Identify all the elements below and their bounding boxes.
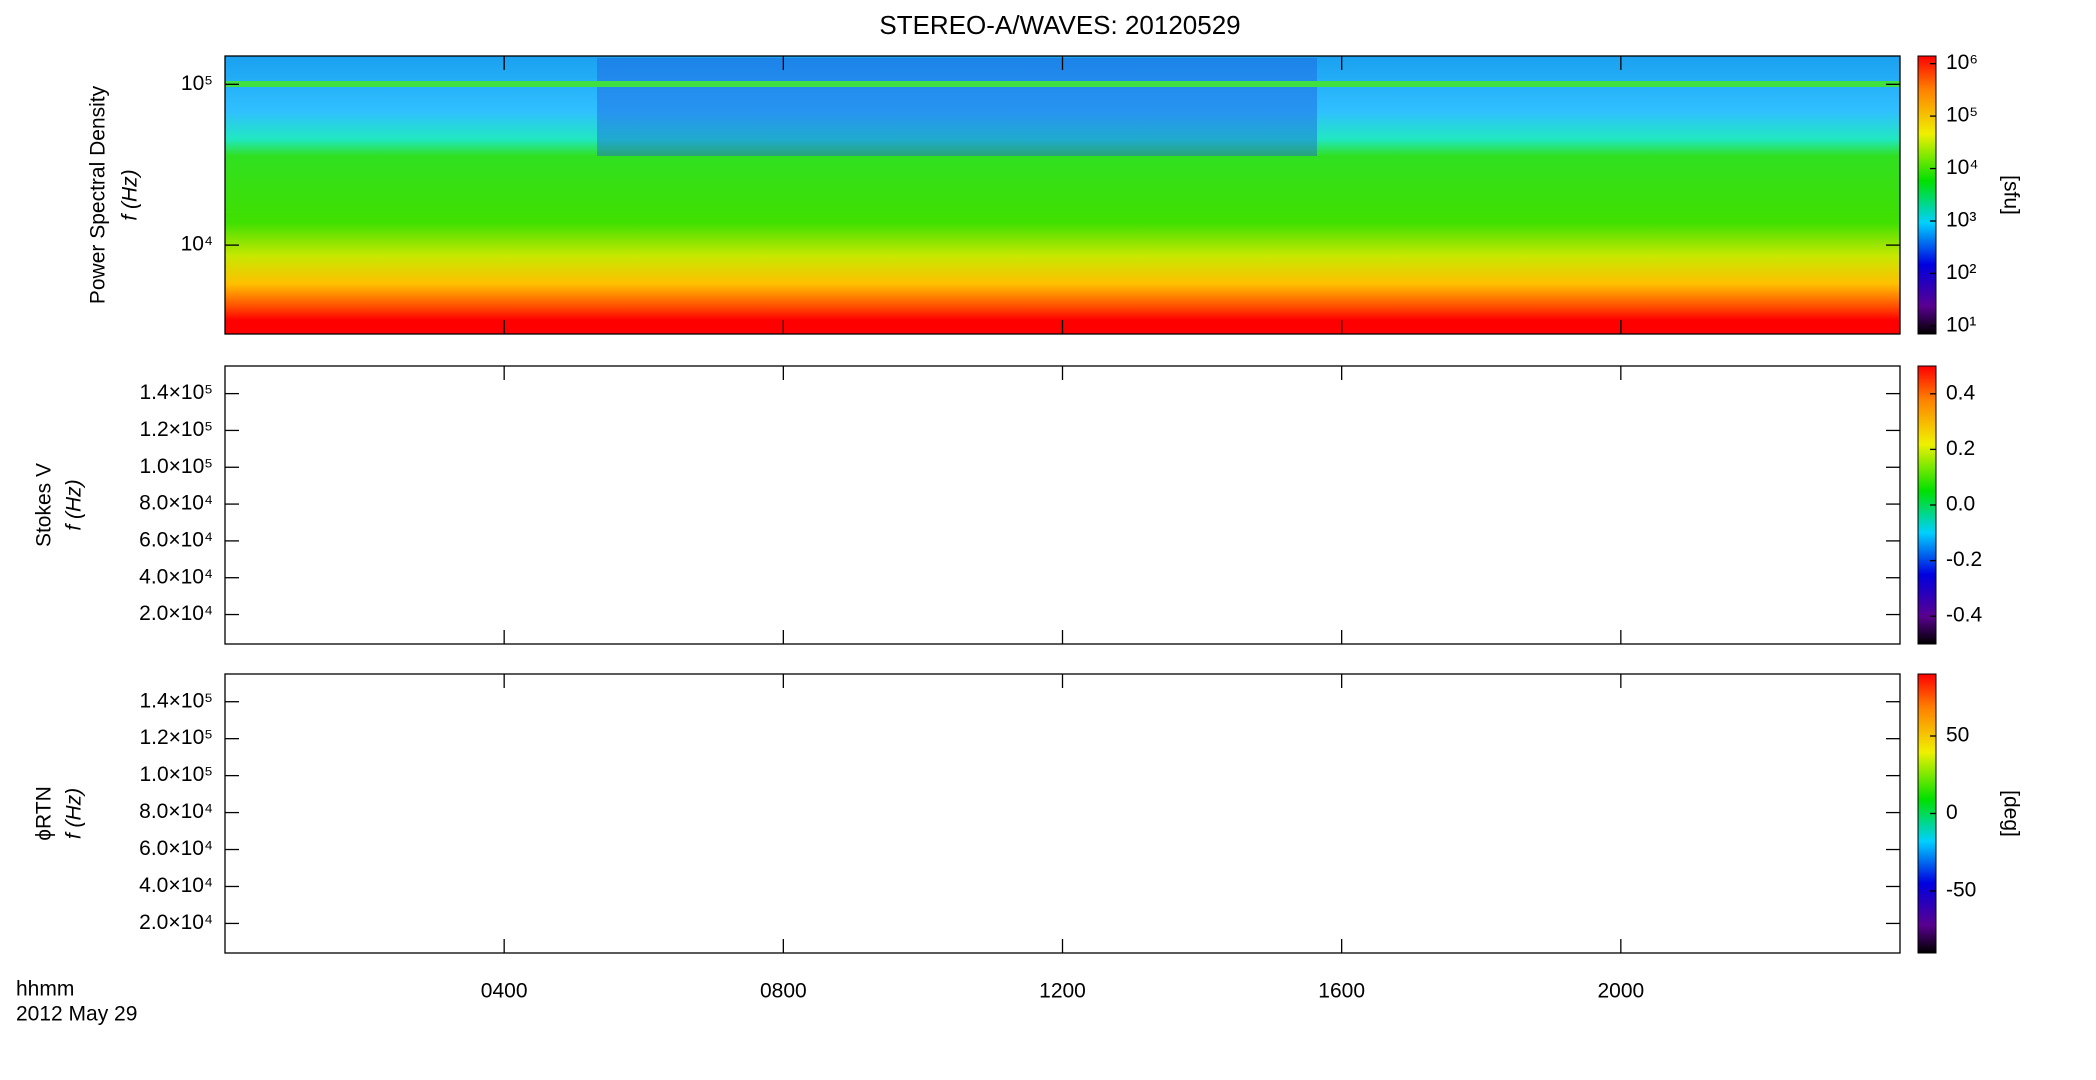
colorbar-tick-label: 10⁴ xyxy=(1946,156,1978,179)
chart-title: STEREO-A/WAVES: 20120529 xyxy=(879,10,1240,40)
y-tick-label: 1.4×10⁵ xyxy=(139,381,213,404)
plot-frame xyxy=(224,365,1901,645)
colorbar-tick-label: 0.4 xyxy=(1946,381,1976,404)
colorbar-tick-label: -0.4 xyxy=(1946,604,1983,627)
x-tick-label: 2000 xyxy=(1597,980,1644,1003)
y-tick-label: 1.2×10⁵ xyxy=(139,418,213,441)
colorbar-label: [deg] xyxy=(1999,790,2022,837)
x-tick-label: 0800 xyxy=(760,980,807,1003)
y-tick-label: 10⁴ xyxy=(181,233,213,256)
colorbar-tick-label: 0 xyxy=(1946,801,1958,824)
colorbar-tick-label: 10⁵ xyxy=(1946,104,1978,127)
colorbar xyxy=(1917,55,1937,335)
colorbar-label: [sfu] xyxy=(1999,175,2022,215)
y-axis-label: Power Spectral Density xyxy=(87,85,110,304)
y-axis-label: f (Hz) xyxy=(63,479,86,530)
colorbar-tick-label: 0.2 xyxy=(1946,437,1975,460)
y-axis-label: ϕRTN xyxy=(33,786,56,841)
colorbar-tick-label: -50 xyxy=(1946,879,1976,902)
x-tick-label: 1200 xyxy=(1039,980,1086,1003)
date-label: 2012 May 29 xyxy=(16,1003,137,1026)
colorbar-tick-label: 10¹ xyxy=(1946,313,1976,336)
y-tick-label: 6.0×10⁴ xyxy=(139,837,213,860)
colorbar-tick-label: 0.0 xyxy=(1946,493,1975,516)
spectrogram xyxy=(225,56,1900,334)
plot-frame xyxy=(224,673,1901,954)
y-tick-label: 1.2×10⁵ xyxy=(139,726,213,749)
colorbar-tick-label: 10³ xyxy=(1946,209,1976,232)
y-tick-label: 1.0×10⁵ xyxy=(139,455,213,478)
y-tick-label: 4.0×10⁴ xyxy=(139,565,213,588)
y-tick-label: 6.0×10⁴ xyxy=(139,528,213,551)
y-tick-label: 2.0×10⁴ xyxy=(139,602,213,625)
colorbar-tick-label: 50 xyxy=(1946,724,1969,747)
spectrogram-line xyxy=(225,81,1900,87)
y-axis-label: f (Hz) xyxy=(119,169,142,220)
y-tick-label: 1.0×10⁵ xyxy=(139,763,213,786)
y-tick-label: 8.0×10⁴ xyxy=(139,492,213,515)
y-tick-label: 2.0×10⁴ xyxy=(139,911,213,934)
spectrogram-band xyxy=(597,58,1317,156)
colorbar-tick-label: 10⁶ xyxy=(1946,51,1978,74)
y-axis-label: Stokes V xyxy=(33,463,56,547)
y-axis-label: f (Hz) xyxy=(63,788,86,839)
y-tick-label: 4.0×10⁴ xyxy=(139,874,213,897)
x-axis-label: hhmm xyxy=(16,978,74,1001)
colorbar-tick-label: -0.2 xyxy=(1946,548,1982,571)
x-tick-label: 1600 xyxy=(1318,980,1365,1003)
y-tick-label: 8.0×10⁴ xyxy=(139,800,213,823)
y-tick-label: 1.4×10⁵ xyxy=(139,689,213,712)
y-tick-label: 10⁵ xyxy=(181,72,213,95)
colorbar-tick-label: 10² xyxy=(1946,261,1976,284)
x-tick-label: 0400 xyxy=(481,980,528,1003)
